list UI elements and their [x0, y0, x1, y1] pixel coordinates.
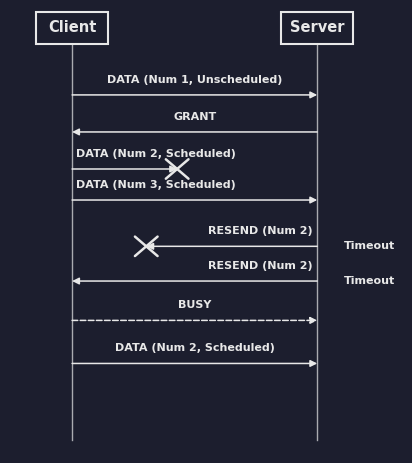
Text: BUSY: BUSY [178, 300, 211, 310]
Bar [281, 12, 353, 44]
Text: Client: Client [48, 20, 96, 35]
Text: DATA (Num 2, Scheduled): DATA (Num 2, Scheduled) [115, 343, 275, 353]
Text: DATA (Num 2, Scheduled): DATA (Num 2, Scheduled) [76, 149, 236, 159]
Text: DATA (Num 1, Unscheduled): DATA (Num 1, Unscheduled) [107, 75, 282, 85]
Text: Server: Server [290, 20, 344, 35]
Text: GRANT: GRANT [173, 112, 216, 122]
Text: RESEND (Num 2): RESEND (Num 2) [208, 226, 313, 236]
Text: RESEND (Num 2): RESEND (Num 2) [208, 261, 313, 271]
Bar [36, 12, 108, 44]
Text: Timeout: Timeout [344, 241, 395, 251]
Text: DATA (Num 3, Scheduled): DATA (Num 3, Scheduled) [76, 180, 236, 190]
Text: Timeout: Timeout [344, 276, 395, 286]
